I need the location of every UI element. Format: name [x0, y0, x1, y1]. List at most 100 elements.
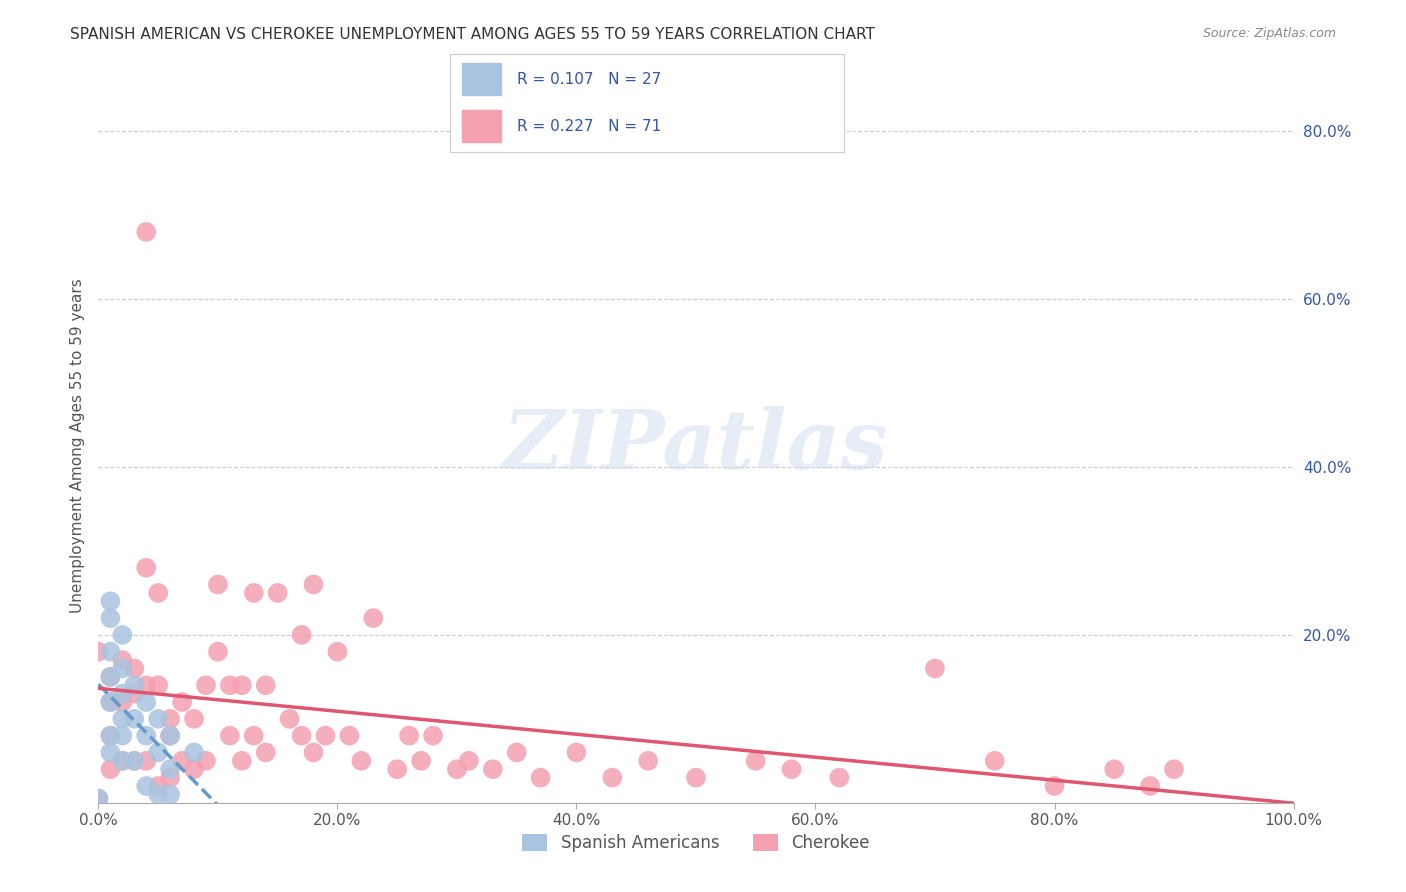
Point: [98, 645, 122, 659]
Point: [363, 611, 385, 625]
Point: [1139, 779, 1161, 793]
Point: [291, 628, 314, 642]
Point: [159, 712, 181, 726]
Text: SPANISH AMERICAN VS CHEROKEE UNEMPLOYMENT AMONG AGES 55 TO 59 YEARS CORRELATION : SPANISH AMERICAN VS CHEROKEE UNEMPLOYMEN…: [70, 27, 875, 42]
Point: [87, 791, 110, 805]
Point: [148, 586, 170, 600]
Point: [124, 661, 146, 675]
Text: R = 0.107   N = 27: R = 0.107 N = 27: [517, 71, 661, 87]
Point: [135, 779, 157, 793]
Point: [745, 754, 768, 768]
Point: [159, 788, 181, 802]
Point: [243, 586, 266, 600]
Point: [302, 577, 325, 591]
Point: [207, 577, 229, 591]
Bar: [461, 63, 501, 95]
Point: [1102, 762, 1125, 776]
Point: [111, 695, 134, 709]
Point: [135, 678, 157, 692]
Point: [924, 661, 946, 675]
Point: [124, 678, 146, 692]
Point: [111, 754, 134, 768]
Point: [385, 762, 409, 776]
Point: [637, 754, 659, 768]
Text: R = 0.227   N = 71: R = 0.227 N = 71: [517, 119, 661, 134]
Point: [219, 678, 242, 692]
Point: [98, 746, 122, 760]
Point: [111, 661, 134, 675]
Point: [159, 729, 181, 743]
Point: [422, 729, 444, 743]
Point: [984, 754, 1007, 768]
Point: [565, 746, 588, 760]
Point: [111, 628, 134, 642]
Point: [135, 225, 157, 239]
Point: [135, 695, 157, 709]
Point: [267, 586, 290, 600]
Point: [135, 560, 157, 574]
Point: [124, 687, 146, 701]
Point: [111, 653, 134, 667]
Point: [172, 754, 194, 768]
Point: [98, 729, 122, 743]
Point: [98, 729, 122, 743]
Legend: Spanish Americans, Cherokee: Spanish Americans, Cherokee: [516, 827, 876, 859]
Point: [243, 729, 266, 743]
Point: [148, 746, 170, 760]
Point: [148, 779, 170, 793]
Point: [135, 729, 157, 743]
Point: [148, 678, 170, 692]
Point: [172, 695, 194, 709]
Point: [159, 729, 181, 743]
Point: [148, 788, 170, 802]
Point: [183, 746, 205, 760]
Point: [1163, 762, 1185, 776]
Point: [602, 771, 624, 785]
Point: [207, 645, 229, 659]
Point: [231, 678, 253, 692]
Point: [87, 791, 110, 805]
Point: [291, 729, 314, 743]
Point: [315, 729, 337, 743]
Point: [685, 771, 707, 785]
Bar: [461, 111, 501, 142]
Point: [111, 729, 134, 743]
Point: [98, 695, 122, 709]
Point: [111, 712, 134, 726]
Point: [98, 670, 122, 684]
Point: [194, 678, 218, 692]
Point: [302, 746, 325, 760]
Point: [828, 771, 851, 785]
Point: [446, 762, 468, 776]
Point: [1043, 779, 1066, 793]
Point: [159, 771, 181, 785]
Point: [183, 712, 205, 726]
Point: [780, 762, 803, 776]
Point: [481, 762, 505, 776]
Y-axis label: Unemployment Among Ages 55 to 59 years: Unemployment Among Ages 55 to 59 years: [69, 278, 84, 614]
Point: [194, 754, 218, 768]
Point: [398, 729, 420, 743]
Point: [111, 754, 134, 768]
Point: [98, 594, 122, 608]
Point: [124, 712, 146, 726]
Point: [231, 754, 253, 768]
Point: [98, 611, 122, 625]
Point: [529, 771, 551, 785]
Point: [219, 729, 242, 743]
Point: [148, 712, 170, 726]
Point: [124, 754, 146, 768]
Point: [183, 762, 205, 776]
Point: [98, 695, 122, 709]
Point: [278, 712, 301, 726]
Text: Source: ZipAtlas.com: Source: ZipAtlas.com: [1202, 27, 1336, 40]
Point: [350, 754, 373, 768]
Point: [326, 645, 349, 659]
Point: [98, 762, 122, 776]
Point: [111, 687, 134, 701]
Point: [254, 678, 277, 692]
Point: [124, 754, 146, 768]
Point: [135, 754, 157, 768]
Point: [411, 754, 433, 768]
Point: [458, 754, 481, 768]
